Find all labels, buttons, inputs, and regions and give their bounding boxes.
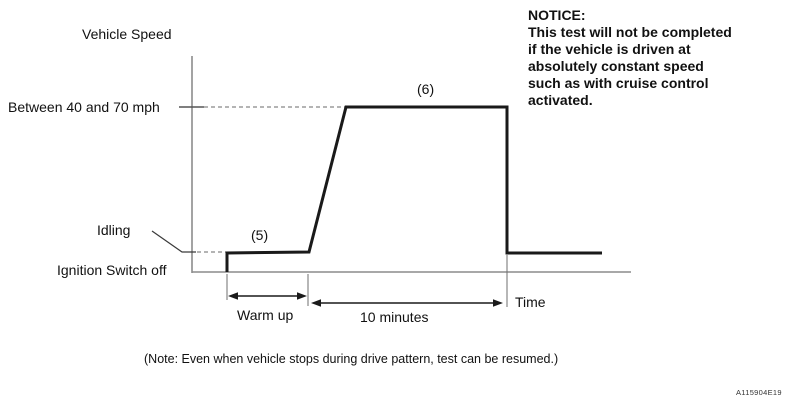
speed-curve <box>225 105 602 272</box>
idling-label: Idling <box>97 222 131 238</box>
figure-code: A115904E19 <box>736 388 782 397</box>
step-5-ref: (5) <box>251 227 269 243</box>
ignition-switch-off-label: Ignition Switch off <box>57 262 167 278</box>
footnote: (Note: Even when vehicle stops during dr… <box>144 352 559 366</box>
warm-up-label: Warm up <box>237 307 294 323</box>
ten-minutes-arrow <box>311 299 503 307</box>
notice-title: NOTICE: <box>528 7 586 23</box>
y-axis-label: Vehicle Speed <box>82 26 172 42</box>
speed-band-label: Between 40 and 70 mph <box>8 99 160 115</box>
idling-leader-line <box>151 230 196 253</box>
step-6-ref: (6) <box>417 81 435 97</box>
ten-minutes-label: 10 minutes <box>360 309 429 325</box>
x-axis-label: Time <box>515 294 546 310</box>
notice-body: This test will not be completed if the v… <box>528 24 732 108</box>
warm-up-arrow <box>228 292 307 300</box>
